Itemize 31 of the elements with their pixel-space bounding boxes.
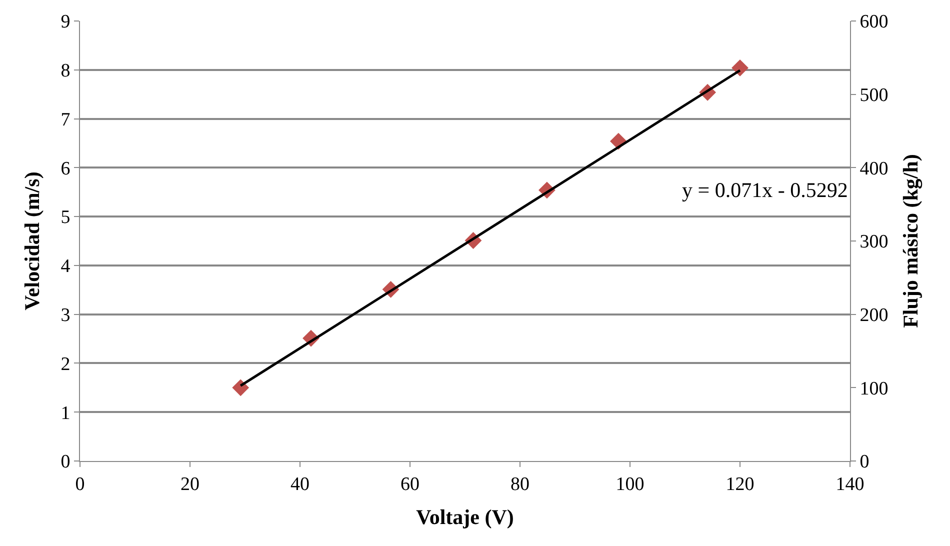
y2-axis-title: Flujo másico (kg/h) (898, 154, 922, 328)
x-axis-title: Voltaje (V) (416, 505, 514, 529)
y-tick-label: 7 (60, 109, 70, 130)
x-tick-label: 100 (616, 474, 644, 495)
x-tick-label: 120 (726, 474, 754, 495)
x-tick-label: 60 (400, 474, 420, 495)
y-tick-label: 3 (60, 304, 70, 326)
y-tick-label: 9 (60, 12, 70, 33)
point (232, 379, 250, 396)
x-tick-label: 140 (836, 474, 864, 495)
y2-tick-label: 400 (860, 158, 888, 180)
y-tick-label: 8 (60, 60, 70, 82)
y2-tick-label: 500 (860, 84, 888, 106)
y-tick-label: 5 (60, 207, 70, 228)
y2-tick-label: 300 (860, 232, 888, 253)
y-tick-label: 4 (60, 256, 71, 278)
y2-tick-label: 200 (860, 304, 888, 326)
point (732, 59, 748, 76)
y-tick-label: 2 (60, 354, 70, 375)
y-axis-title: Velocidad (m/s) (20, 172, 44, 310)
y2-tick-label: 100 (860, 378, 888, 400)
y-tick-label: 1 (60, 402, 70, 424)
y2-tick-label: 0 (860, 452, 870, 473)
x-tick-label: 80 (510, 474, 530, 495)
y2-tick-label: 600 (860, 12, 888, 33)
x-tick-label: 0 (75, 474, 85, 495)
y-tick-label: 0 (60, 452, 70, 473)
x-tick-label: 20 (180, 474, 200, 495)
y-tick-label: 6 (60, 158, 70, 180)
annotation: y = 0.071x - 0.5292 (682, 178, 848, 202)
x-tick-label: 40 (290, 474, 310, 495)
